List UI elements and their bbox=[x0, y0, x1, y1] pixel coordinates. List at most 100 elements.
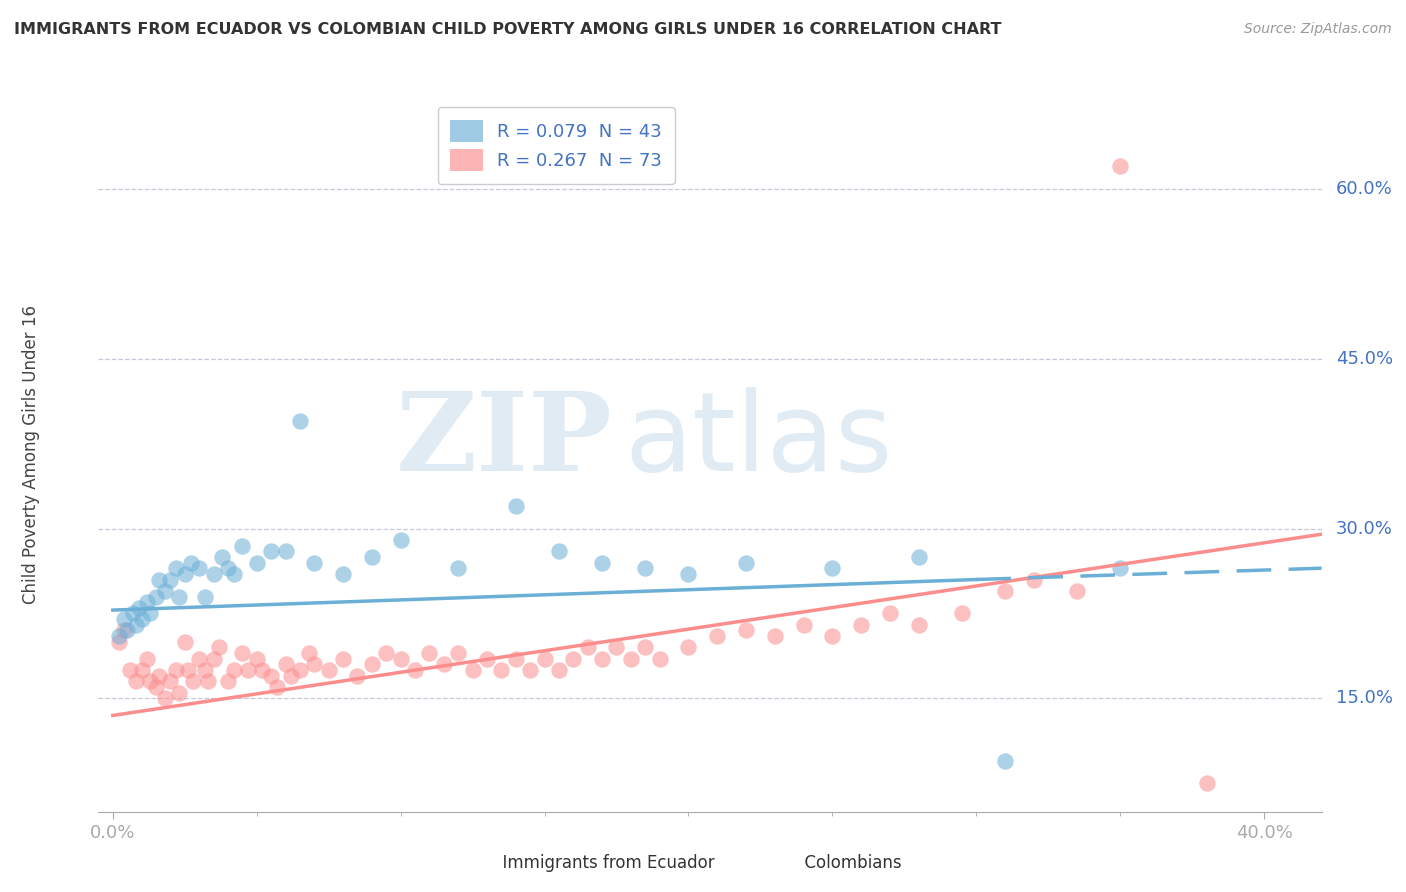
Point bbox=[274, 657, 297, 672]
Point bbox=[447, 561, 470, 575]
Point bbox=[173, 566, 195, 581]
Point bbox=[125, 674, 148, 689]
Point bbox=[907, 549, 929, 564]
Point bbox=[274, 544, 297, 558]
Point bbox=[793, 617, 815, 632]
Point bbox=[548, 663, 571, 677]
Point bbox=[648, 652, 671, 666]
Point bbox=[148, 573, 170, 587]
Point bbox=[246, 652, 269, 666]
Point bbox=[208, 640, 231, 655]
Point bbox=[202, 652, 225, 666]
Point bbox=[125, 617, 148, 632]
Point bbox=[266, 680, 288, 694]
Point bbox=[634, 561, 657, 575]
Point bbox=[994, 754, 1017, 768]
Point bbox=[304, 657, 326, 672]
Point bbox=[620, 652, 643, 666]
Point bbox=[591, 652, 613, 666]
Point bbox=[821, 561, 844, 575]
Point bbox=[194, 663, 217, 677]
Point bbox=[288, 414, 311, 428]
Point bbox=[197, 674, 219, 689]
Text: Immigrants from Ecuador: Immigrants from Ecuador bbox=[492, 855, 714, 872]
Point bbox=[122, 607, 145, 621]
Point bbox=[1109, 561, 1132, 575]
Text: Colombians: Colombians bbox=[794, 855, 903, 872]
Point bbox=[128, 600, 150, 615]
Point bbox=[153, 583, 176, 598]
Point bbox=[139, 607, 162, 621]
Point bbox=[252, 663, 274, 677]
Point bbox=[1195, 776, 1218, 790]
Point bbox=[222, 663, 245, 677]
Text: IMMIGRANTS FROM ECUADOR VS COLOMBIAN CHILD POVERTY AMONG GIRLS UNDER 16 CORRELAT: IMMIGRANTS FROM ECUADOR VS COLOMBIAN CHI… bbox=[14, 22, 1001, 37]
Point bbox=[297, 646, 319, 660]
Point bbox=[332, 652, 354, 666]
Point bbox=[763, 629, 786, 643]
Point bbox=[145, 680, 167, 694]
Point bbox=[735, 556, 758, 570]
Point bbox=[211, 549, 233, 564]
Point bbox=[159, 573, 181, 587]
Point bbox=[375, 646, 398, 660]
Point bbox=[1066, 583, 1088, 598]
Point bbox=[145, 590, 167, 604]
Point bbox=[153, 691, 176, 706]
Point bbox=[491, 663, 513, 677]
Point bbox=[821, 629, 844, 643]
Text: ZIP: ZIP bbox=[395, 387, 612, 494]
Point bbox=[167, 590, 190, 604]
Point bbox=[107, 629, 129, 643]
Point bbox=[131, 612, 153, 626]
Point bbox=[533, 652, 555, 666]
Text: 60.0%: 60.0% bbox=[1336, 179, 1393, 198]
Point bbox=[260, 544, 283, 558]
Text: Source: ZipAtlas.com: Source: ZipAtlas.com bbox=[1244, 22, 1392, 37]
Point bbox=[332, 566, 354, 581]
Point bbox=[519, 663, 541, 677]
Point bbox=[180, 556, 202, 570]
Point bbox=[634, 640, 657, 655]
Point bbox=[183, 674, 205, 689]
Point bbox=[112, 624, 135, 638]
Point bbox=[107, 635, 129, 649]
Point bbox=[165, 561, 187, 575]
Point bbox=[139, 674, 162, 689]
Point bbox=[165, 663, 187, 677]
Point bbox=[236, 663, 259, 677]
Point bbox=[461, 663, 484, 677]
Text: Child Poverty Among Girls Under 16: Child Poverty Among Girls Under 16 bbox=[22, 305, 41, 605]
Point bbox=[222, 566, 245, 581]
Point bbox=[1022, 573, 1045, 587]
Point bbox=[404, 663, 426, 677]
Point bbox=[120, 663, 142, 677]
Text: 45.0%: 45.0% bbox=[1336, 350, 1393, 368]
Point bbox=[231, 646, 253, 660]
Point bbox=[907, 617, 929, 632]
Point bbox=[562, 652, 585, 666]
Point bbox=[418, 646, 440, 660]
Point bbox=[950, 607, 973, 621]
Text: 30.0%: 30.0% bbox=[1336, 519, 1393, 538]
Point bbox=[678, 566, 700, 581]
Point bbox=[360, 657, 382, 672]
Point bbox=[136, 595, 159, 609]
Point bbox=[260, 669, 283, 683]
Point bbox=[115, 624, 138, 638]
Point bbox=[360, 549, 382, 564]
Point bbox=[849, 617, 872, 632]
Point bbox=[188, 561, 211, 575]
Point bbox=[346, 669, 368, 683]
Point bbox=[475, 652, 498, 666]
Point bbox=[136, 652, 159, 666]
Point bbox=[231, 539, 253, 553]
Point bbox=[591, 556, 613, 570]
Point bbox=[548, 544, 571, 558]
Point bbox=[706, 629, 728, 643]
Point bbox=[735, 624, 758, 638]
Point bbox=[994, 583, 1017, 598]
Point bbox=[159, 674, 181, 689]
Text: 15.0%: 15.0% bbox=[1336, 690, 1393, 707]
Point bbox=[167, 686, 190, 700]
